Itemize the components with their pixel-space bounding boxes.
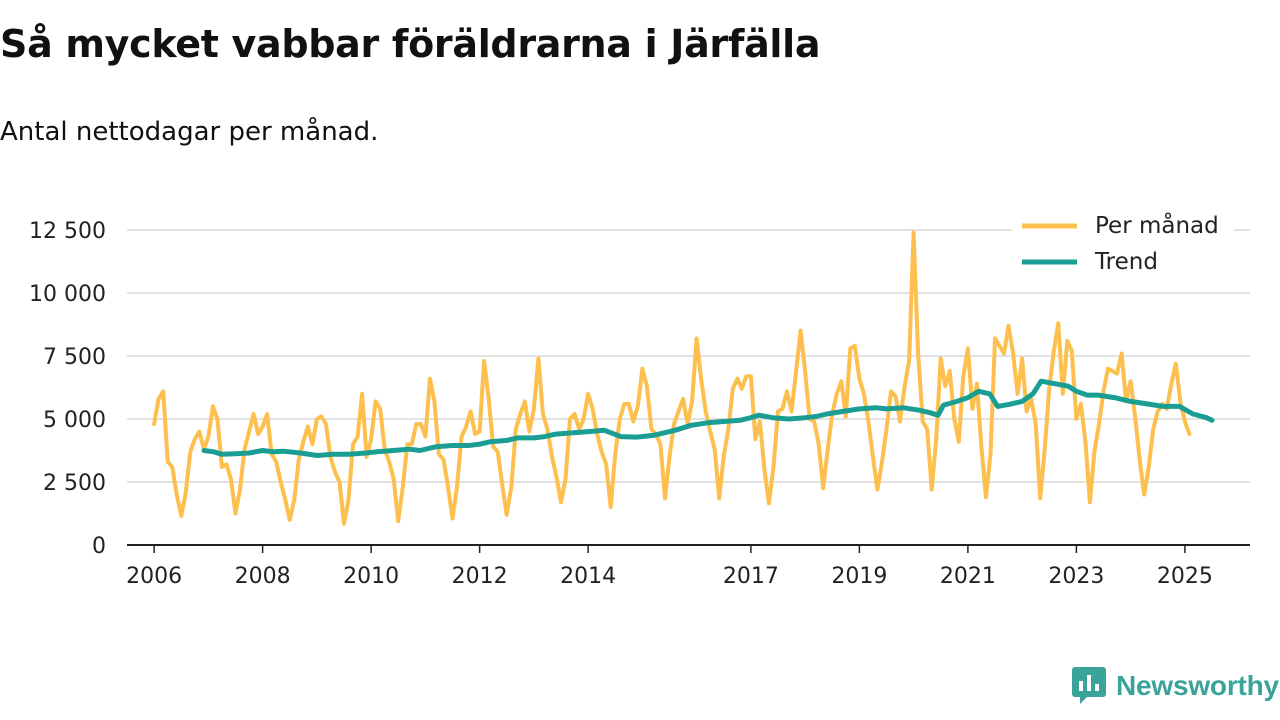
series-lines [152,230,1215,526]
y-tick-label-3: 7 500 [43,345,106,370]
legend-label-per-manad: Per månad [1095,211,1219,239]
legend-background [1012,206,1234,288]
series-line-per-manad [152,230,1192,526]
x-tick-label-6: 2019 [831,564,887,589]
y-tick-label-2: 5 000 [43,408,106,433]
brand-name: Newsworthy [1116,670,1279,701]
series-line-trend [201,378,1215,458]
x-tick-label-0: 2006 [126,564,182,589]
x-tick-label-7: 2021 [940,564,996,589]
newsworthy-chat-icon [1072,667,1106,704]
x-tick-label-3: 2012 [452,564,508,589]
x-axis: 2006 2008 2010 2012 2014 2017 2019 2021 2023 2025 [126,544,1250,589]
chart-subtitle: Antal nettodagar per månad. [0,117,379,147]
x-tick-label-4: 2014 [560,564,616,589]
newsworthy-logo: Newsworthy [1072,666,1279,706]
y-axis-ticks: 0 2 500 5 000 7 500 10 000 12 500 [29,219,106,559]
y-tick-label-0: 0 [92,534,106,559]
x-tick-label-2: 2010 [343,564,399,589]
y-tick-label-4: 10 000 [29,282,106,307]
x-tick-label-5: 2017 [723,564,779,589]
y-tick-label-1: 2 500 [43,471,106,496]
legend-label-trend: Trend [1094,249,1158,275]
y-tick-label-5: 12 500 [29,219,106,244]
x-tick-label-1: 2008 [235,564,291,589]
x-tick-label-9: 2025 [1157,564,1213,589]
legend: Per månad Trend [1012,206,1234,288]
x-tick-label-8: 2023 [1048,564,1104,589]
chart-title: Så mycket vabbar föräldrarna i Järfälla [0,22,821,66]
